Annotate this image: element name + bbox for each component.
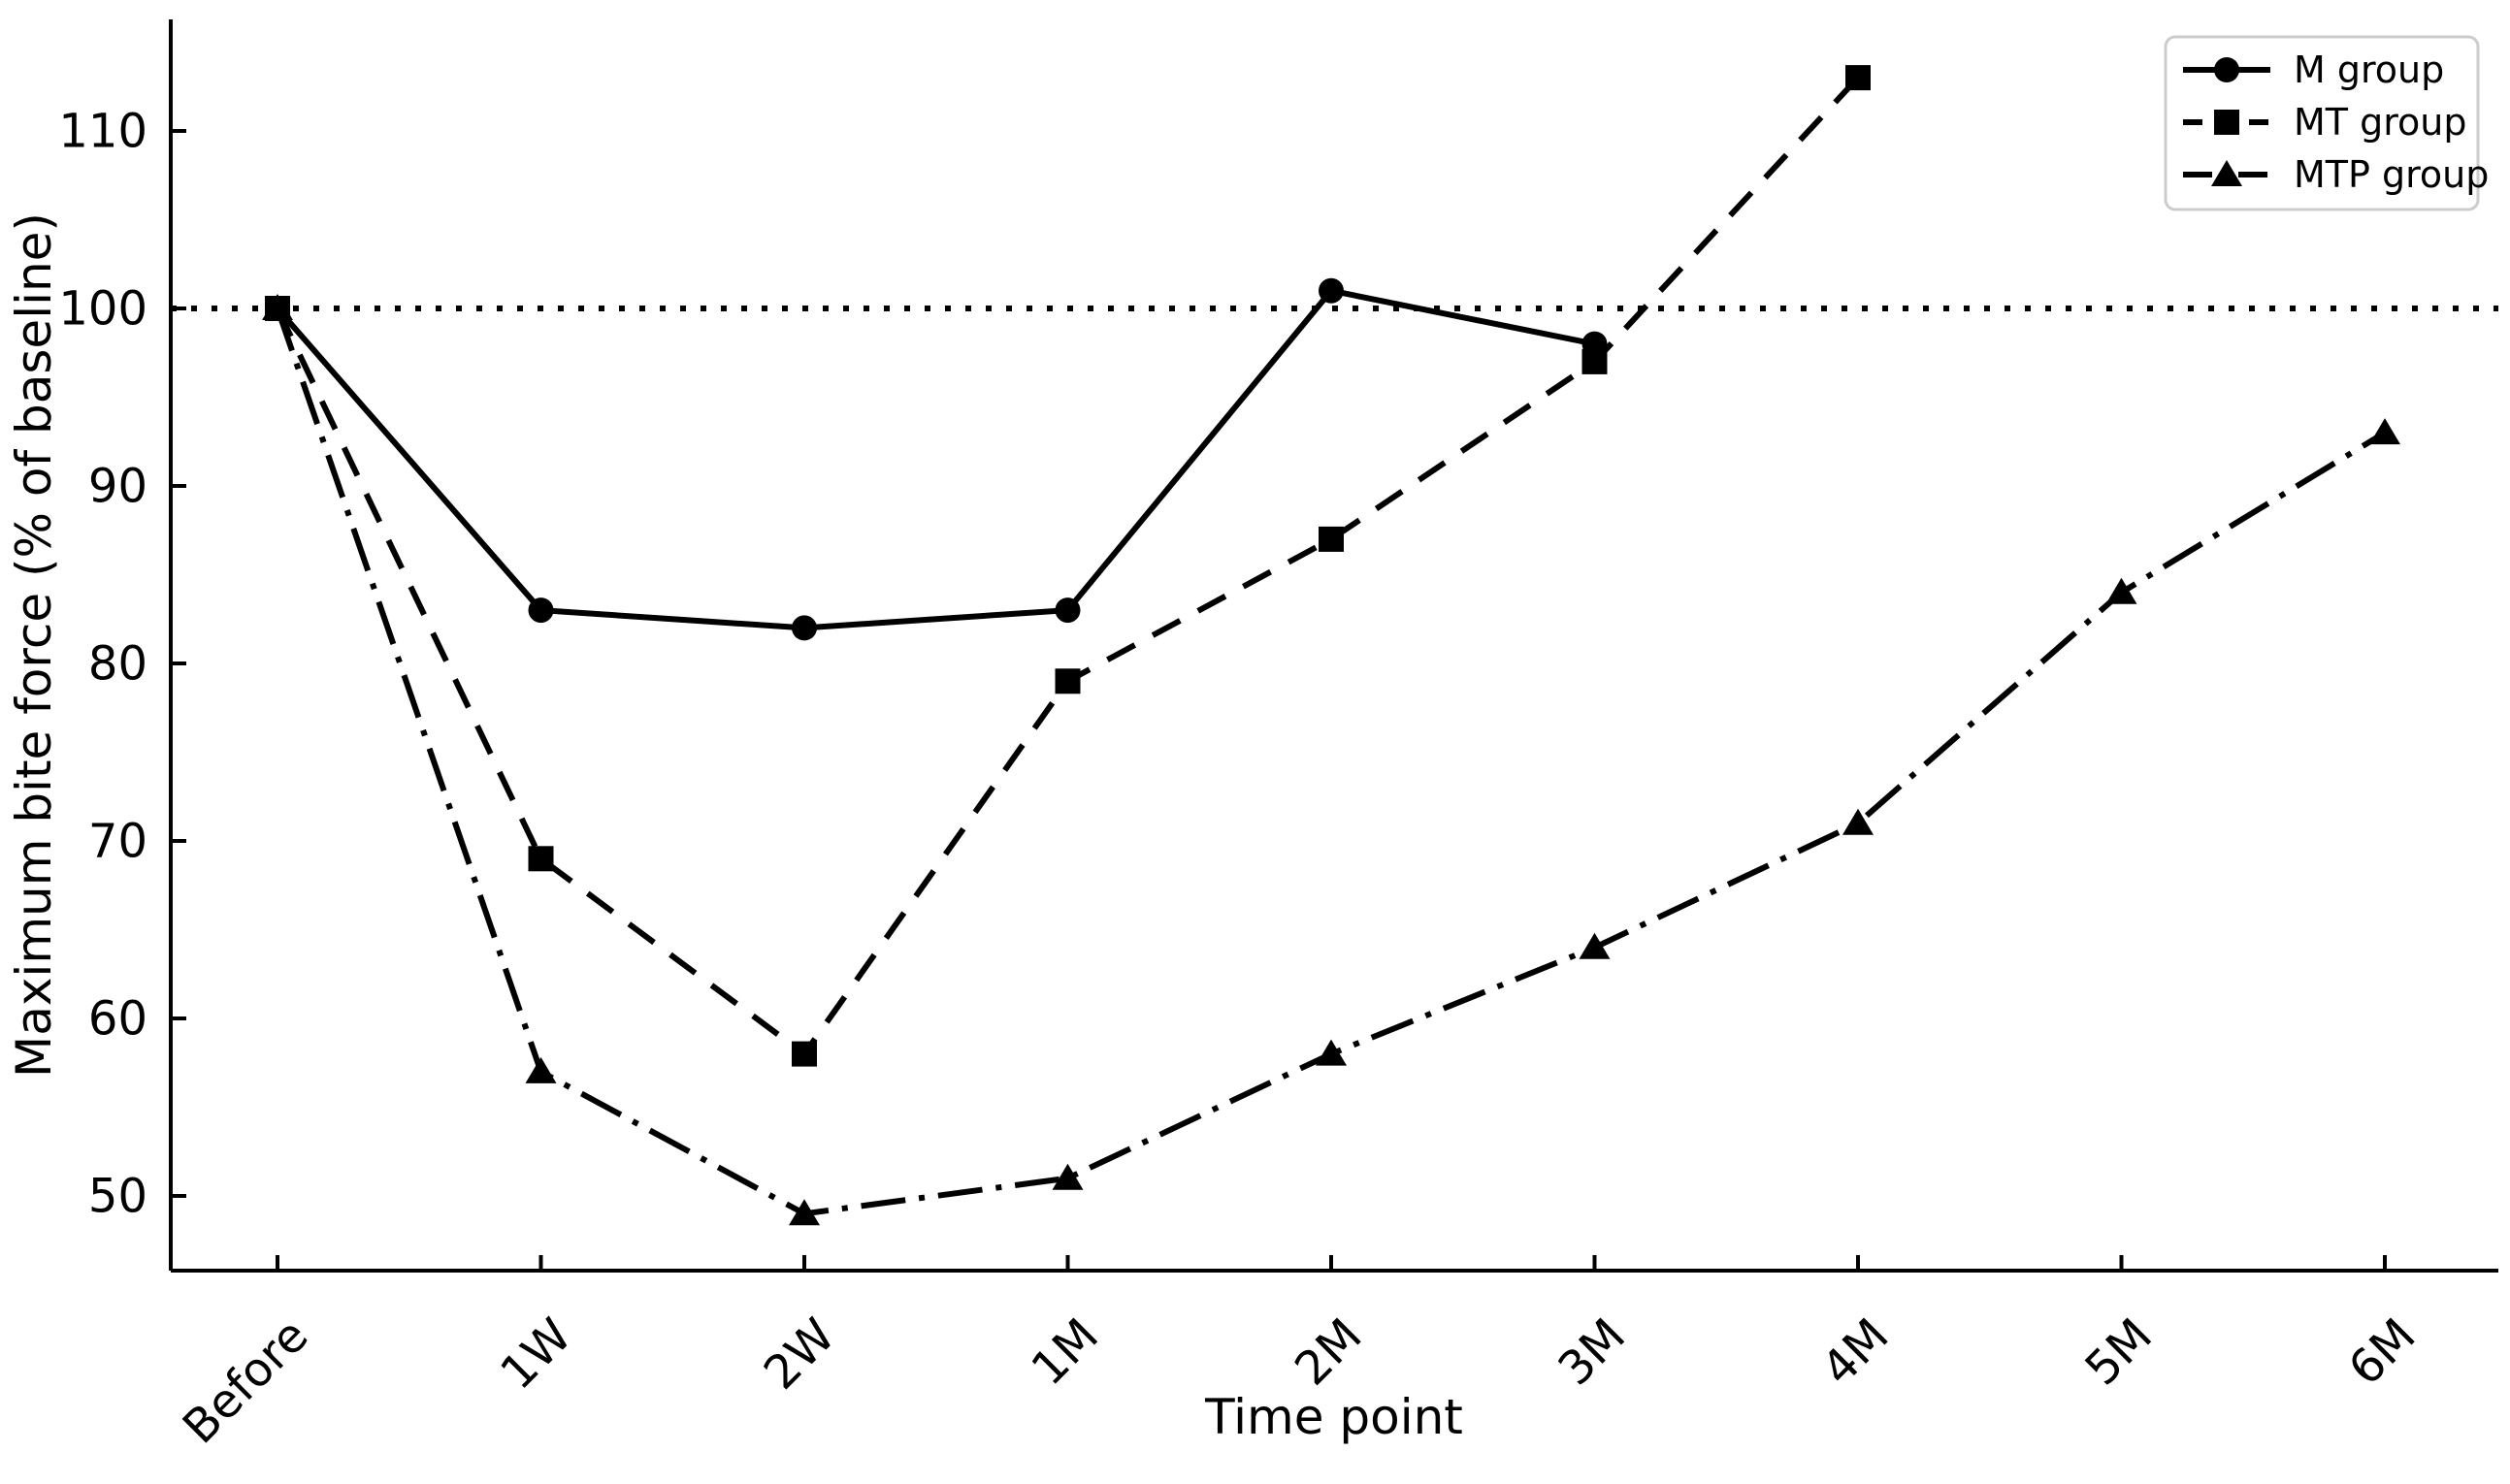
- circle-marker: [1319, 277, 1344, 304]
- circle-marker: [2214, 57, 2239, 82]
- square-marker: [1581, 348, 1608, 374]
- legend-item-mt-group: MT group: [2183, 101, 2466, 144]
- triangle-marker: [1052, 1163, 1084, 1190]
- series-line: [275, 76, 1861, 1058]
- x-tick-label: 1M: [1022, 1308, 1109, 1396]
- x-tick-label: 2M: [1285, 1308, 1372, 1396]
- x-tick-label: 2W: [754, 1308, 846, 1401]
- square-marker: [1319, 526, 1344, 552]
- y-tick-label: 110: [58, 104, 147, 158]
- triangle-marker: [789, 1199, 820, 1226]
- x-axis-title: Time point: [1204, 1389, 1463, 1445]
- legend-label: M group: [2294, 48, 2444, 91]
- x-tick-label: 6M: [2338, 1308, 2426, 1396]
- triangle-marker: [1579, 932, 1611, 959]
- triangle-marker: [1842, 808, 1874, 835]
- triangle-marker: [1316, 1039, 1347, 1066]
- legend-label: MTP group: [2294, 153, 2489, 196]
- y-tick-label: 90: [88, 459, 147, 513]
- square-marker: [1055, 668, 1081, 694]
- triangle-marker: [2105, 577, 2137, 604]
- series-mtp-group: [262, 294, 2400, 1226]
- triangle-marker: [2211, 160, 2242, 186]
- x-tick-label: Before: [173, 1308, 319, 1455]
- triangle-marker: [525, 1056, 557, 1083]
- y-tick-label: 100: [58, 281, 147, 336]
- x-tick-label: 3M: [1548, 1308, 1636, 1396]
- square-marker: [265, 296, 290, 321]
- x-tick-label: 4M: [1811, 1308, 1899, 1396]
- legend-item-m-group: M group: [2183, 48, 2444, 91]
- circle-marker: [792, 615, 817, 641]
- y-tick-label: 60: [88, 991, 147, 1046]
- series-line: [275, 307, 2387, 1217]
- square-marker: [2214, 110, 2239, 135]
- square-marker: [528, 846, 554, 872]
- square-marker: [1845, 65, 1871, 91]
- legend-label: MT group: [2294, 101, 2466, 144]
- circle-marker: [1055, 597, 1081, 624]
- x-tick-label: 5M: [2075, 1308, 2163, 1396]
- x-tick-label: 1W: [490, 1308, 582, 1401]
- y-tick-label: 80: [88, 636, 147, 691]
- y-tick-label: 70: [88, 814, 147, 868]
- series-line: [275, 287, 1596, 631]
- triangle-marker: [2369, 418, 2400, 445]
- legend-box: [2164, 35, 2480, 211]
- y-axis-title: Maximum bite force (% of baseline): [6, 212, 62, 1078]
- square-marker: [792, 1041, 817, 1067]
- series-mt-group: [265, 65, 1871, 1067]
- circle-marker: [528, 597, 554, 624]
- series-m-group: [265, 277, 1608, 641]
- legend: M group MT group MTP group: [2164, 35, 2489, 211]
- y-tick-label: 50: [88, 1169, 147, 1223]
- legend-item-mtp-group: MTP group: [2183, 153, 2489, 196]
